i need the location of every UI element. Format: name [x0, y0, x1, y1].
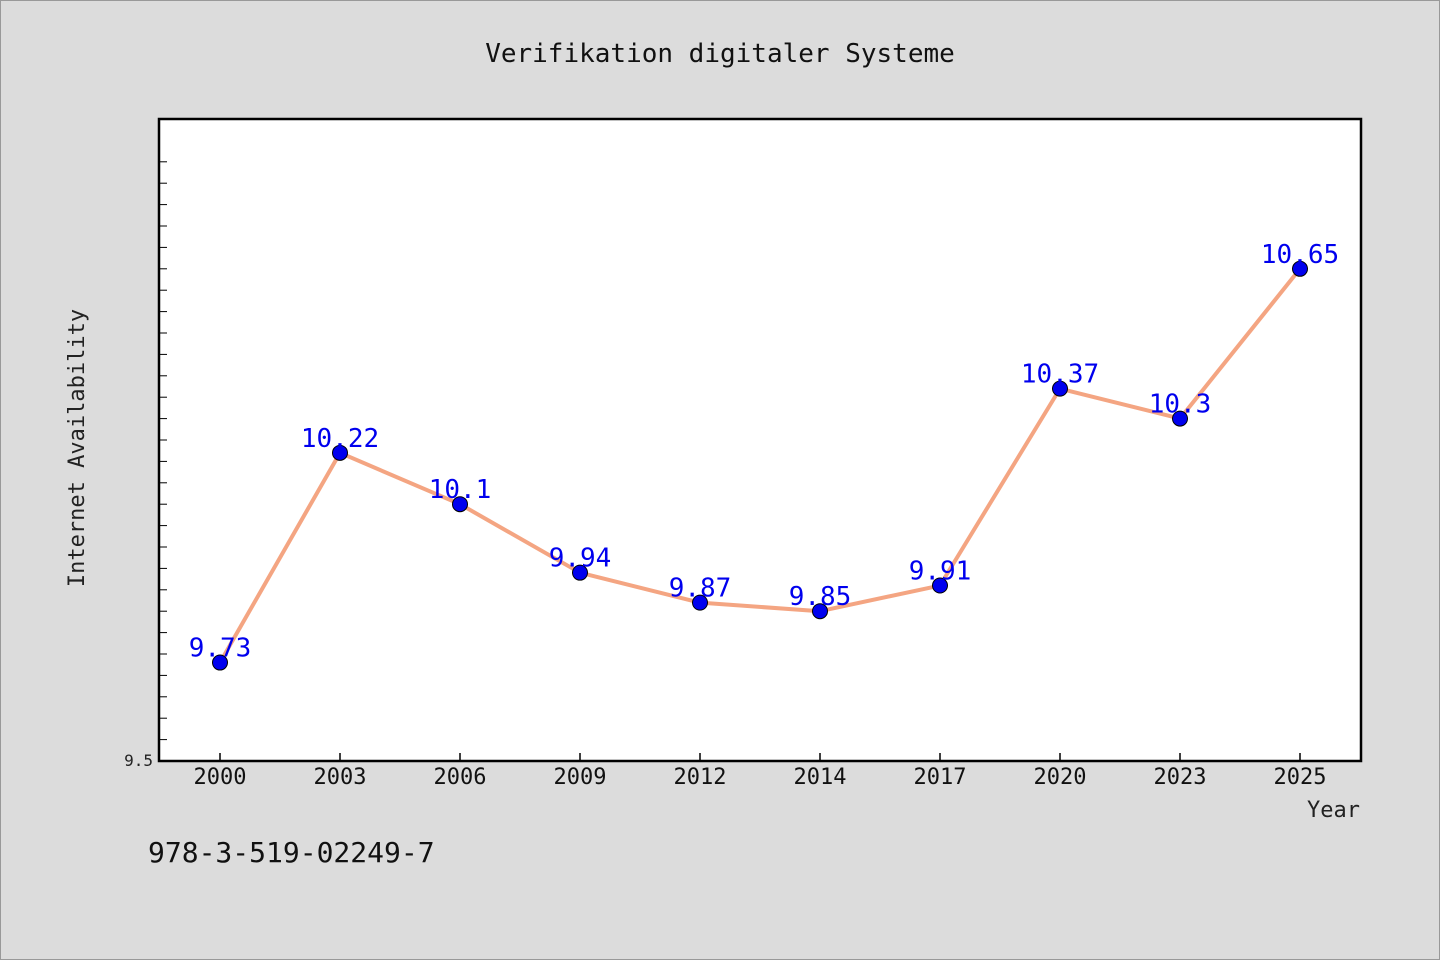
series-group: 9.73 10.22 10.1 9.94 9.87 9.85 9.91 10.37 10.3 10…	[189, 240, 1339, 671]
x-tick-label: 2025	[1274, 765, 1327, 790]
x-axis-label: Year	[1307, 798, 1360, 823]
y-axis-ticks	[159, 161, 167, 762]
data-label: 9.85	[789, 582, 852, 612]
data-point	[332, 444, 348, 461]
data-label: 9.94	[549, 544, 612, 574]
x-tick-label: 2000	[194, 765, 247, 790]
plot-area	[157, 117, 1363, 763]
chart-title: Verifikation digitaler Systeme	[485, 39, 955, 69]
y-tick-label-min: 9.5	[124, 751, 153, 770]
data-label: 10.1	[429, 475, 492, 505]
x-tick-label: 2009	[554, 765, 607, 790]
data-point	[1052, 380, 1068, 397]
data-label: 9.87	[669, 574, 732, 604]
x-tick-label: 2014	[794, 765, 847, 790]
data-label: 9.73	[189, 634, 252, 664]
x-tick-label: 2006	[434, 765, 487, 790]
data-point	[692, 594, 708, 611]
data-point	[1172, 410, 1188, 427]
data-point	[932, 577, 948, 594]
x-tick-label: 2020	[1034, 765, 1087, 790]
data-point	[212, 654, 228, 671]
data-point	[1292, 260, 1308, 277]
x-tick-label: 2023	[1154, 765, 1207, 790]
x-tick-label: 2017	[914, 765, 967, 790]
data-point	[572, 564, 588, 581]
x-axis-ticks: 2000 2003 2006 2009 2012 2014 2017 2020 2023 2025	[194, 753, 1327, 790]
x-tick-label: 2003	[314, 765, 367, 790]
data-label: 10.65	[1261, 240, 1339, 270]
data-label: 10.3	[1149, 390, 1212, 420]
data-label: 10.37	[1021, 360, 1099, 390]
data-point	[452, 496, 468, 513]
y-axis-label: Internet Availability	[65, 309, 90, 587]
isbn-text: 978-3-519-02249-7	[148, 836, 435, 869]
series-line	[218, 267, 1302, 664]
data-label: 9.91	[909, 557, 972, 587]
data-label: 10.22	[301, 424, 379, 454]
data-point	[812, 603, 828, 620]
x-tick-label: 2012	[674, 765, 727, 790]
